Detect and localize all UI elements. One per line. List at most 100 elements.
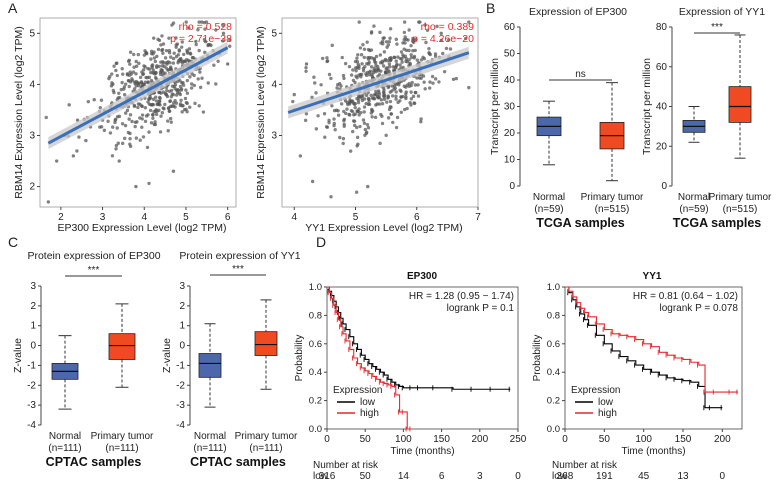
data-point — [332, 117, 336, 121]
km-title: EP300 — [407, 271, 437, 282]
data-point — [165, 88, 169, 93]
data-point — [139, 81, 144, 85]
box-iqr — [254, 331, 278, 356]
correlation-annotation: rho = 0.528 — [179, 21, 233, 33]
data-point — [166, 119, 170, 123]
x-tick-label: 6 — [225, 212, 231, 223]
data-point — [353, 59, 358, 64]
data-point — [454, 76, 459, 81]
correlation-annotation: p = 2.71e−38 — [170, 33, 232, 45]
data-point — [75, 118, 80, 122]
data-point — [117, 95, 122, 100]
data-point — [430, 74, 435, 79]
x-tick-label: 200 — [714, 434, 731, 445]
data-point — [147, 97, 151, 101]
data-point — [197, 104, 201, 108]
data-point — [391, 120, 395, 125]
y-tick-label: 5 — [271, 28, 277, 39]
y-tick-label: 3 — [29, 130, 35, 141]
data-point — [171, 56, 176, 61]
data-point — [403, 41, 407, 45]
correlation-annotation: rho = 0.389 — [421, 21, 475, 33]
data-point — [184, 100, 189, 105]
data-point — [179, 87, 184, 91]
data-point — [221, 39, 225, 43]
data-point — [314, 91, 318, 95]
data-point — [349, 73, 354, 77]
data-point — [404, 48, 409, 53]
data-point — [355, 65, 359, 70]
data-point — [402, 20, 407, 24]
box-normal: Normal(n=111) — [193, 323, 227, 454]
data-point — [372, 68, 376, 73]
data-point — [156, 47, 161, 52]
data-point — [414, 37, 418, 42]
y-tick-label: -4 — [27, 420, 36, 431]
data-point — [77, 135, 81, 139]
risk-count: 14 — [398, 471, 410, 481]
x-tick-label: 200 — [471, 434, 488, 445]
box-iqr — [108, 333, 136, 360]
data-point — [378, 53, 383, 57]
x-tick-label: 4 — [141, 212, 147, 223]
data-point — [130, 78, 135, 83]
data-point — [324, 125, 329, 129]
data-point — [143, 119, 148, 124]
data-point — [140, 104, 144, 109]
data-point — [376, 96, 381, 100]
data-point — [198, 70, 202, 74]
data-point — [166, 129, 170, 133]
data-point — [386, 95, 390, 99]
x-tick-label: 5 — [353, 212, 359, 223]
data-point — [171, 21, 176, 25]
regression-line — [287, 51, 470, 114]
data-point — [106, 119, 110, 124]
data-point — [147, 181, 151, 186]
data-point — [125, 108, 130, 113]
data-point — [379, 98, 384, 102]
y-tick-label: 20 — [656, 141, 668, 152]
data-point — [108, 74, 112, 79]
x-axis-label: Time (months) — [621, 446, 685, 457]
data-point — [380, 114, 384, 118]
data-point — [291, 99, 295, 104]
data-point — [369, 65, 374, 69]
data-point — [388, 105, 392, 109]
data-point — [117, 114, 122, 119]
data-point — [398, 63, 402, 67]
data-point — [380, 121, 385, 126]
data-point — [112, 64, 116, 68]
data-point — [404, 57, 409, 61]
data-point — [362, 121, 367, 125]
data-point — [176, 59, 181, 63]
data-point — [145, 145, 150, 150]
data-point — [427, 52, 432, 56]
data-point — [413, 83, 418, 87]
data-point — [169, 65, 173, 69]
data-point — [399, 110, 404, 115]
y-tick-label: 60 — [656, 62, 668, 73]
x-tick-label: 100 — [635, 434, 652, 445]
risk-count: 191 — [596, 471, 613, 481]
data-point — [125, 73, 130, 77]
data-point — [381, 64, 386, 68]
data-point — [152, 122, 157, 127]
data-point — [92, 98, 96, 102]
group-name: Primary tumor — [235, 431, 298, 442]
x-tick-label: 4 — [291, 212, 297, 223]
km-series-high — [565, 286, 739, 395]
data-point — [151, 97, 156, 101]
data-point — [372, 24, 376, 28]
data-point — [133, 124, 137, 129]
group-count: (n=111) — [48, 443, 81, 454]
data-point — [137, 61, 141, 65]
data-point — [171, 61, 176, 65]
data-point — [427, 46, 431, 51]
y-tick-label: 20 — [504, 128, 516, 139]
data-point — [384, 40, 389, 44]
data-point — [396, 100, 400, 105]
y-tick-label: -2 — [27, 380, 36, 391]
data-point — [132, 65, 136, 69]
box-panel-b2: Expression of YY1 0 20 40 60 80 Transcript per… — [641, 6, 772, 230]
